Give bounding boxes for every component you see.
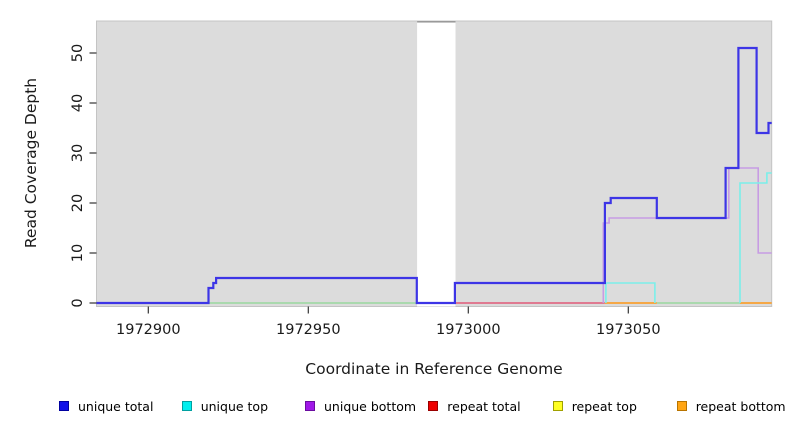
legend-swatch-icon xyxy=(59,401,69,411)
legend-item-unique-top: unique top xyxy=(181,398,269,414)
legend-item-unique-total: unique total xyxy=(59,398,154,414)
x-tick-label: 1973050 xyxy=(596,322,661,338)
x-tick-label: 1972900 xyxy=(116,322,181,338)
legend-label: repeat top xyxy=(571,398,637,414)
y-axis-title: Read Coverage Depth xyxy=(22,77,40,249)
legend-swatch-icon xyxy=(181,401,192,411)
y-tick-label: 30 xyxy=(70,143,86,163)
legend-swatch-icon xyxy=(305,401,315,411)
series-line-unique-total xyxy=(96,46,772,305)
legend-label: repeat total xyxy=(447,398,521,414)
y-tick-label: 50 xyxy=(70,43,86,63)
x-tick-label: 1973000 xyxy=(436,322,501,338)
series-line-unique-top xyxy=(605,282,656,303)
legend-item-repeat-total: repeat total xyxy=(428,398,521,414)
coverage-gap-region xyxy=(417,21,456,307)
y-tick-label: 10 xyxy=(70,243,86,263)
x-tick-label: 1972950 xyxy=(276,322,341,338)
legend-swatch-icon xyxy=(428,401,439,411)
series-line-unique-top xyxy=(739,172,772,303)
legend-swatch-icon xyxy=(676,401,687,411)
legend-label: repeat bottom xyxy=(695,398,786,414)
legend-swatch-icon xyxy=(552,401,563,411)
legend-item-repeat-bottom: repeat bottom xyxy=(676,398,786,414)
y-tick-label: 20 xyxy=(70,193,86,213)
legend-label: unique bottom xyxy=(324,398,417,414)
legend-item-repeat-top: repeat top xyxy=(552,398,637,414)
x-axis-title: Coordinate in Reference Genome xyxy=(305,360,563,378)
legend-item-unique-bottom: unique bottom xyxy=(305,398,417,414)
y-tick-label: 40 xyxy=(70,93,86,113)
y-tick-label: 0 xyxy=(70,298,86,308)
legend-label: unique total xyxy=(78,398,154,414)
legend-label: unique top xyxy=(200,398,269,414)
